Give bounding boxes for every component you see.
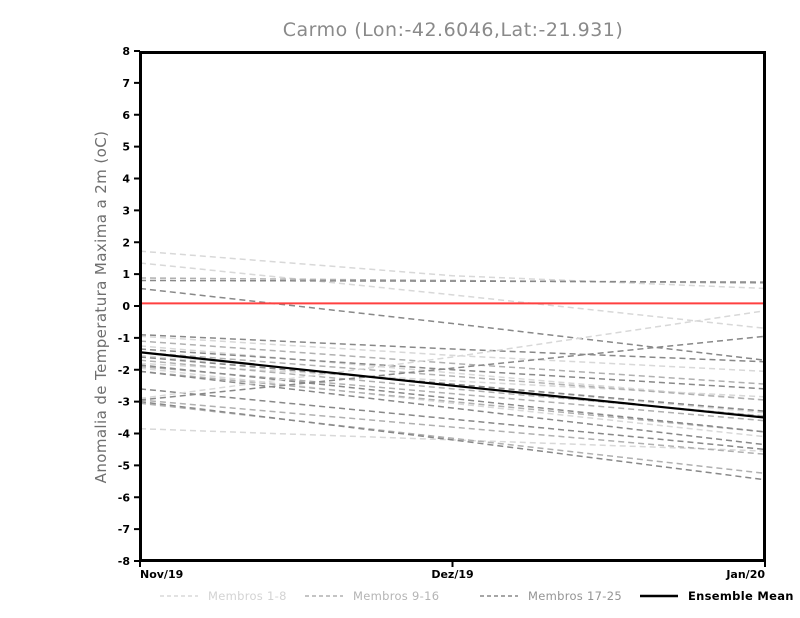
member-line xyxy=(139,370,766,433)
y-tick-label: 8 xyxy=(122,45,130,58)
x-axis-ticks: Nov/19 Dez/19 Jan/20 xyxy=(139,561,766,581)
legend-label: Membros 17-25 xyxy=(528,589,622,603)
y-tick-label: -1 xyxy=(118,332,130,345)
ensemble-mean-line xyxy=(139,351,766,419)
y-tick-label: 6 xyxy=(122,109,130,122)
member-line xyxy=(139,310,766,400)
legend-label: Membros 1-8 xyxy=(208,589,287,603)
member-line xyxy=(139,370,766,446)
member-line xyxy=(139,335,766,401)
x-tick-label: Jan/20 xyxy=(725,568,765,581)
y-tick-label: -5 xyxy=(118,459,130,472)
legend-label: Ensemble Mean xyxy=(688,589,794,603)
member-line xyxy=(139,348,766,390)
legend-label: Membros 9-16 xyxy=(353,589,439,603)
y-tick-label: -4 xyxy=(118,428,131,441)
y-tick-label: 4 xyxy=(122,173,130,186)
member-line xyxy=(139,399,766,455)
member-line xyxy=(139,250,766,290)
member-line xyxy=(139,400,766,481)
x-tick-label: Dez/19 xyxy=(431,568,473,581)
y-tick-label: -2 xyxy=(118,364,130,377)
chart-title: Carmo (Lon:-42.6046,Lat:-21.931) xyxy=(283,19,624,41)
y-tick-label: -8 xyxy=(118,555,130,568)
y-tick-label: 3 xyxy=(122,204,130,217)
y-tick-label: 2 xyxy=(122,236,130,249)
y-axis-label: Anomalia de Temperatura Maxima a 2m (oC) xyxy=(92,131,110,484)
y-tick-label: 1 xyxy=(122,268,130,281)
y-axis-ticks: 8 7 6 5 4 3 2 1 0 -1 -2 -3 -4 -5 -6 -7 -8 xyxy=(118,45,140,568)
plot-frame xyxy=(139,51,766,562)
member-line xyxy=(139,364,766,433)
y-tick-label: -7 xyxy=(118,523,130,536)
y-tick-label: 5 xyxy=(122,141,130,154)
member-line xyxy=(139,333,766,363)
y-tick-label: 0 xyxy=(122,300,130,313)
member-line xyxy=(139,262,766,330)
member-line xyxy=(139,287,766,361)
series-lines-group xyxy=(139,250,766,481)
member-line xyxy=(139,340,766,385)
member-line xyxy=(139,351,766,401)
y-tick-label: -6 xyxy=(118,491,131,504)
member-line xyxy=(139,335,766,373)
member-line xyxy=(139,367,766,438)
member-line xyxy=(139,356,766,412)
chart-legend: Membros 1-8 Membros 9-16 Membros 17-25 Ense… xyxy=(160,589,794,603)
y-tick-label: 7 xyxy=(122,77,130,90)
member-line xyxy=(139,279,766,283)
member-line xyxy=(139,388,766,451)
x-tick-label: Nov/19 xyxy=(140,568,183,581)
y-tick-label: -3 xyxy=(118,396,130,409)
